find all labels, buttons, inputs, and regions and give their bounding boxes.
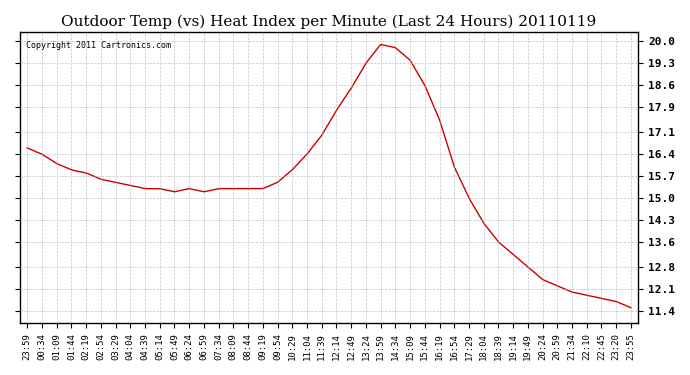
Text: Copyright 2011 Cartronics.com: Copyright 2011 Cartronics.com <box>26 41 171 50</box>
Title: Outdoor Temp (vs) Heat Index per Minute (Last 24 Hours) 20110119: Outdoor Temp (vs) Heat Index per Minute … <box>61 15 597 29</box>
